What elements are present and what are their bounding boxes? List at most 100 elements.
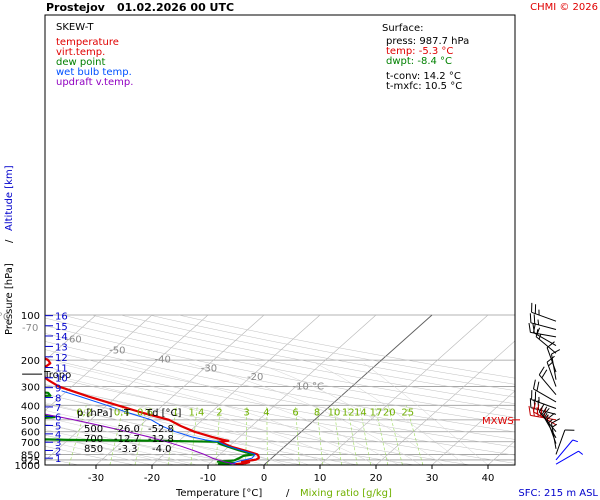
mixing-ratio-line [387, 405, 403, 465]
altitude-tick-label: 4 [55, 430, 61, 441]
wind-barb-half-flag [543, 412, 548, 419]
wind-barb-shaft [555, 429, 566, 455]
wind-barb-flag [528, 405, 531, 416]
wind-barb-flag [546, 341, 555, 348]
altitude-tick-label: 3 [55, 438, 61, 449]
mixing-ratio-label: 4 [263, 408, 269, 419]
isotherm-label: -70 [22, 323, 38, 334]
wind-barb-shaft [546, 361, 557, 387]
moist-adiabat-line [45, 410, 265, 465]
legend-wet-bulb: wet bulb temp. [56, 67, 132, 78]
mixing-ratio-label: 14 [354, 408, 367, 419]
x-axis-separator: / [286, 488, 290, 499]
wind-barb [531, 302, 557, 322]
dry-adiabat-line [45, 349, 515, 440]
wind-barb-flag [541, 406, 548, 416]
pressure-tick-label: 1000 [15, 461, 40, 472]
dry-adiabat-line [45, 333, 515, 425]
altitude-tick-label: 16 [55, 312, 68, 323]
series-line-temperature [45, 357, 260, 465]
pressure-tick-label: 400 [21, 401, 40, 412]
profile-traces [45, 357, 260, 465]
moist-adiabat-line [363, 363, 489, 465]
legend-temperature: temperature [56, 37, 119, 48]
mixing-ratio-line [359, 405, 371, 465]
sfc-label: SFC: 215 m ASL [518, 488, 598, 499]
wind-barb-shaft [555, 439, 574, 461]
y-axis-title-group: Pressure [hPa] / Altitude [km] [4, 165, 15, 335]
wind-barb-flag [542, 407, 550, 416]
wind-barb-flag [529, 398, 532, 408]
mixing-ratio-label: 17 [370, 408, 383, 419]
moist-adiabat-line [58, 363, 377, 465]
surface-dwpt: dwpt: -8.4 °C [386, 56, 452, 67]
isotherm-line [45, 314, 97, 361]
moist-adiabat-line [45, 372, 354, 465]
wind-barb-flag [538, 403, 545, 413]
wind-barb-shaft [550, 423, 557, 449]
series-line-updraft-v-temp- [45, 413, 236, 465]
x-tick-label: 20 [370, 473, 383, 484]
wind-barb-flag [532, 379, 536, 390]
x-tick-label: 30 [426, 473, 439, 484]
altitude-tick-label: 2 [55, 446, 61, 457]
wind-barb-half-flag [578, 450, 584, 455]
pressure-tick-label: 700 [21, 438, 40, 449]
pressure-tick-label: 100 [21, 311, 40, 322]
dry-adiabat-line [45, 357, 515, 448]
wind-barb-flag [536, 404, 540, 414]
y-axis-label-2: Altitude [km] [4, 165, 15, 231]
mixing-ratio-line [190, 405, 198, 465]
wind-barb-flag [538, 366, 545, 376]
wind-barb [538, 403, 557, 433]
station-title: Prostejov [46, 1, 106, 14]
moist-adiabat-line [189, 363, 421, 465]
wind-barb-shaft [538, 374, 557, 396]
y-axis-label: Pressure [hPa] [4, 263, 15, 335]
wind-barbs [528, 302, 584, 465]
mixing-ratio-label: 0.6 [137, 408, 153, 419]
wind-barb-flag [532, 323, 536, 333]
wind-barb-shaft [535, 336, 557, 354]
wind-barb-half-flag [537, 319, 540, 325]
mixing-ratio-label: 2 [216, 408, 222, 419]
mixing-ratio-line [347, 405, 358, 465]
altitude-tick-label: 13 [55, 342, 68, 353]
table-row-1-t: -12.7 [114, 434, 140, 445]
isotherm-line [319, 314, 489, 465]
altitude-tick-label: 6 [55, 413, 61, 424]
x-tick-label: -20 [144, 473, 160, 484]
wind-barb [538, 366, 557, 396]
table-header-t: T [123, 408, 131, 419]
isotherm-label: -10 °C [293, 382, 325, 393]
surface-tconv: t-conv: 14.2 °C [386, 71, 461, 82]
pressure-tick-label: 850 [21, 450, 40, 461]
copyright: CHMI © 2026 [530, 2, 598, 13]
series-line-dew-point [45, 391, 255, 465]
dry-adiabat-line [45, 317, 515, 411]
table-row-0-t: -26.0 [114, 424, 140, 435]
wind-barb-half-flag [551, 423, 558, 428]
mixing-ratio-label: 3 [243, 408, 249, 419]
isotherm-line [375, 340, 515, 465]
x-tick-label: -10 [200, 473, 216, 484]
mixing-ratio-line [109, 405, 124, 465]
wind-barb-shaft [533, 388, 557, 403]
moist-adiabat-line [45, 384, 332, 465]
isotherm-label: -40 [155, 355, 171, 366]
pressure-tick-label: 500 [21, 416, 40, 427]
wind-barb [550, 418, 561, 449]
isotherm-label: -30 [201, 363, 217, 374]
x-tick-label: 10 [314, 473, 327, 484]
dry-adiabat-line [45, 366, 515, 456]
wind-barb-flag [536, 381, 540, 392]
altitude-tick-label: 14 [55, 332, 68, 343]
dry-adiabat-line [91, 314, 515, 398]
series-line-wet-bulb-temp- [61, 390, 256, 465]
dry-adiabat-line [62, 314, 515, 404]
pressure-tick-label: 300 [21, 383, 40, 394]
mxws-label: MXWS [482, 416, 514, 427]
legend-title: SKEW-T [56, 22, 94, 33]
